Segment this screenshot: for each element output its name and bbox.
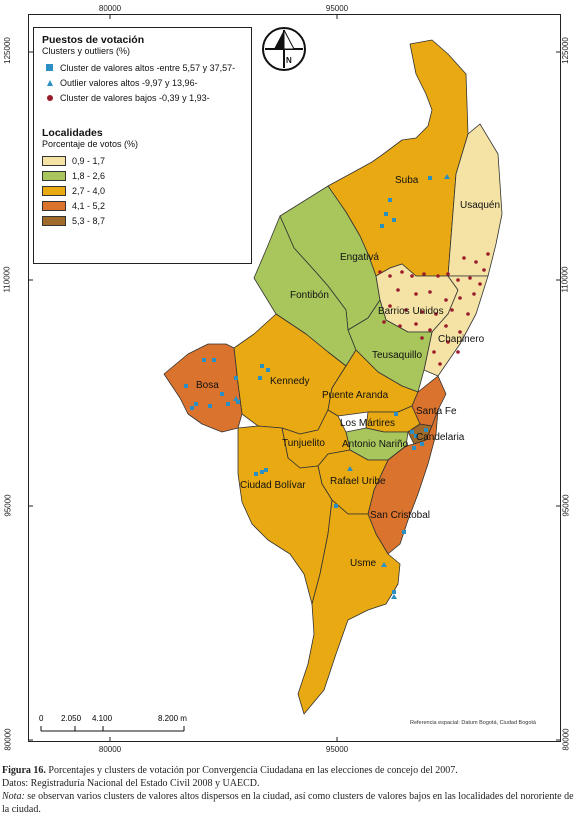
map-canvas: Suba Usaquén Engativá Fontibón Barrios U…: [28, 14, 561, 742]
x-tick-bottom-2: 95000: [325, 745, 349, 754]
label-candelaria: Candelaria: [416, 432, 465, 443]
scale-bar: 0 2.050 4.100 8.200 m: [39, 714, 187, 732]
figure-caption: Figura 16. Porcentajes y clusters de vot…: [2, 764, 578, 816]
locality-bosa: [163, 343, 243, 433]
figure-source: Datos: Registraduría Nacional del Estado…: [2, 778, 260, 789]
legend-class-1: 0,9 - 1,7: [42, 153, 243, 168]
reference-note: Referencia espacial: Datum Bogotá, Ciuda…: [410, 720, 537, 726]
label-ciudad-bolivar: Ciudad Bolívar: [240, 480, 306, 491]
swatch: [42, 200, 66, 211]
locality-usaquen: [447, 123, 503, 277]
y-tick-left-2: 110000: [2, 266, 12, 293]
legend-class-5: 5,3 - 8,7: [42, 213, 243, 228]
map-legend: Puestos de votación Clusters y outliers …: [33, 27, 252, 264]
swatch: [42, 155, 66, 166]
y-tick-left-4: 80000: [3, 728, 13, 751]
locality-chapinero: [423, 275, 489, 377]
legend-class-4: 4,1 - 5,2: [42, 198, 243, 213]
label-kennedy: Kennedy: [270, 376, 309, 387]
x-tick-top-1: 80000: [98, 4, 122, 13]
swatch: [42, 185, 66, 196]
triangle-icon: [42, 79, 58, 87]
legend-class-label: 1,8 - 2,6: [72, 170, 106, 181]
x-tick-bottom-1: 80000: [98, 745, 122, 754]
legend-item-high-cluster: Cluster de valores altos -entre 5,57 y 3…: [42, 60, 243, 75]
label-fontibon: Fontibón: [290, 290, 329, 301]
figure-note: se observan varios clusters de valores a…: [2, 791, 574, 815]
label-bosa: Bosa: [196, 380, 219, 391]
label-usme: Usme: [350, 558, 377, 569]
circle-icon: [42, 94, 58, 102]
north-label: N: [286, 56, 292, 65]
scale-label-3: 8.200 m: [158, 714, 187, 723]
y-tick-left-3: 95000: [3, 494, 13, 517]
label-antonio-narino: Antonio Nariño: [342, 439, 409, 450]
label-chapinero: Chapinero: [438, 334, 485, 345]
north-arrow-icon: N: [262, 27, 306, 71]
legend-class-3: 2,7 - 4,0: [42, 183, 243, 198]
y-tick-right-2: 110000: [560, 266, 570, 293]
x-tick-top-2: 95000: [325, 4, 349, 13]
label-teusaquillo: Teusaquillo: [372, 350, 422, 361]
legend-class-label: 5,3 - 8,7: [72, 215, 106, 226]
square-icon: [42, 63, 58, 72]
label-tunjuelito: Tunjuelito: [282, 438, 325, 449]
legend-areas-subtitle: Porcentaje de votos (%): [42, 139, 139, 149]
figure-number: Figura 16.: [2, 765, 46, 776]
label-suba: Suba: [395, 175, 419, 186]
scale-label-0: 0: [39, 714, 44, 723]
low-cluster-points: [378, 252, 490, 366]
legend-item-label: Outlier valores altos -9,97 y 13,96-: [60, 77, 198, 88]
label-san-cristobal: San Cristobal: [370, 510, 430, 521]
swatch: [42, 215, 66, 226]
figure-note-label: Nota:: [2, 791, 25, 802]
outlier-points: [233, 174, 450, 599]
label-usaquen: Usaquén: [460, 200, 500, 211]
y-tick-right-1: 125000: [560, 37, 570, 64]
legend-class-label: 0,9 - 1,7: [72, 155, 106, 166]
high-cluster-points: [184, 176, 432, 594]
figure-title: Porcentajes y clusters de votación por C…: [48, 765, 458, 776]
legend-item-label: Cluster de valores bajos -0,39 y 1,93-: [60, 92, 210, 103]
scale-label-2: 4.100: [92, 714, 113, 723]
label-los-martires: Los Mártires: [340, 418, 395, 429]
legend-points-subtitle: Clusters y outliers (%): [42, 46, 131, 56]
label-barrios-unidos: Barrios Unidos: [378, 306, 444, 317]
legend-points-title: Puestos de votación: [42, 34, 145, 46]
legend-item-low-cluster: Cluster de valores bajos -0,39 y 1,93-: [42, 90, 243, 105]
legend-class-label: 4,1 - 5,2: [72, 200, 106, 211]
swatch: [42, 170, 66, 181]
label-engativa: Engativá: [340, 252, 379, 263]
legend-class-2: 1,8 - 2,6: [42, 168, 243, 183]
legend-item-outlier: Outlier valores altos -9,97 y 13,96-: [42, 75, 243, 90]
legend-item-label: Cluster de valores altos -entre 5,57 y 3…: [60, 62, 236, 73]
label-rafael-uribe: Rafael Uribe: [330, 476, 386, 487]
y-tick-left-1: 125000: [2, 37, 12, 64]
scale-label-1: 2.050: [61, 714, 82, 723]
locality-usme: [297, 499, 401, 715]
label-santa-fe: Santa Fe: [416, 406, 457, 417]
map-frame: Suba Usaquén Engativá Fontibón Barrios U…: [28, 14, 561, 742]
y-tick-right-3: 95000: [561, 494, 571, 517]
y-tick-right-4: 80000: [561, 728, 571, 751]
legend-areas-title: Localidades: [42, 127, 103, 139]
label-puente-aranda: Puente Aranda: [322, 390, 389, 401]
legend-class-label: 2,7 - 4,0: [72, 185, 106, 196]
